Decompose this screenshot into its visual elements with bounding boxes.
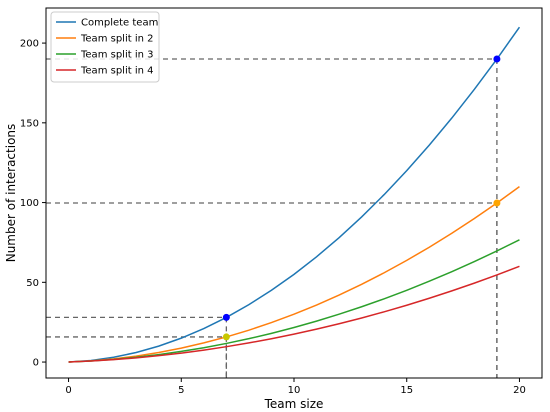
legend-label-3: Team split in 4	[80, 66, 153, 77]
legend-label-0: Complete team	[81, 18, 158, 29]
x-tick-label-0: 0	[65, 385, 71, 396]
series-line-2	[68, 239, 520, 363]
x-axis-label: Team size	[264, 397, 324, 411]
x-ticks: 0 5 10 15 20	[65, 378, 526, 396]
y-tick-label-0: 0	[33, 358, 39, 369]
y-axis-label: Number of interactions	[4, 124, 18, 263]
x-tick-label-4: 20	[513, 385, 526, 396]
series-line-3	[68, 265, 520, 363]
legend: Complete team Team split in 2 Team split i…	[50, 11, 160, 83]
y-tick-label-2: 100	[20, 198, 39, 209]
highlight-point-3	[493, 199, 501, 207]
highlight-points	[222, 55, 501, 341]
legend-box	[50, 11, 160, 83]
x-tick-label-2: 10	[288, 385, 301, 396]
legend-label-2: Team split in 3	[80, 50, 153, 61]
y-tick-label-1: 50	[26, 278, 39, 289]
legend-label-1: Team split in 2	[80, 34, 153, 45]
reference-lines	[46, 58, 498, 378]
y-tick-label-3: 150	[20, 118, 39, 129]
series-line-1	[68, 186, 520, 363]
highlight-point-1	[222, 333, 230, 341]
series-layer	[68, 26, 521, 363]
highlight-point-2	[493, 55, 501, 63]
x-tick-label-3: 15	[400, 385, 413, 396]
highlight-point-0	[222, 313, 230, 321]
series-line-0	[68, 26, 521, 363]
y-ticks: 0 50 100 150 200	[20, 39, 46, 369]
y-tick-label-4: 200	[20, 39, 39, 50]
x-tick-label-1: 5	[178, 385, 184, 396]
